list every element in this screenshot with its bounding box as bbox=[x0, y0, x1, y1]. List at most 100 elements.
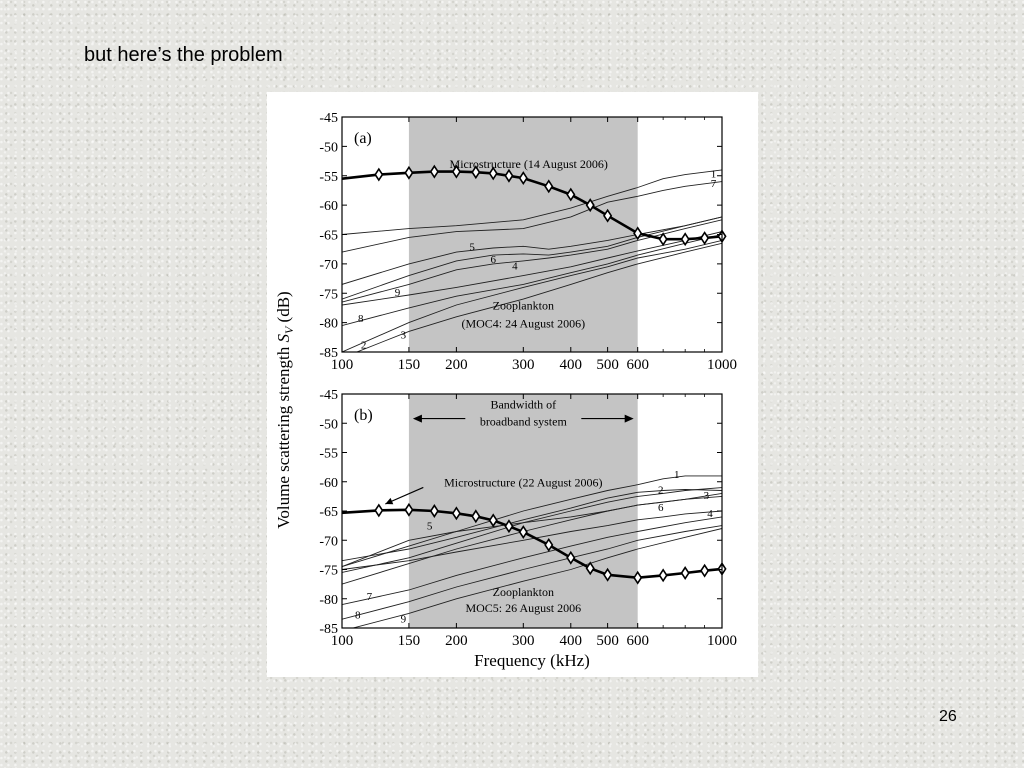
y-tick-label: -75 bbox=[319, 564, 338, 579]
zooplankton-line-6 bbox=[342, 216, 722, 300]
x-tick-label: 150 bbox=[398, 633, 421, 649]
annotation-text: (MOC4: 24 August 2006) bbox=[461, 316, 585, 330]
zooplankton-line-9 bbox=[351, 528, 722, 628]
microstructure-marker bbox=[658, 232, 668, 247]
zooplankton-line-1 bbox=[342, 475, 722, 568]
microstructure-marker bbox=[700, 231, 710, 245]
y-axis-label-subscript: V bbox=[282, 325, 296, 334]
zooplankton-line-3 bbox=[342, 487, 722, 573]
x-tick-label: 1000 bbox=[707, 633, 737, 649]
zooplankton-label-4: 4 bbox=[707, 508, 713, 520]
x-tick-label: 600 bbox=[626, 633, 649, 649]
zooplankton-label-9: 9 bbox=[401, 614, 407, 626]
shaded-bandwidth-region bbox=[408, 117, 638, 352]
y-axis-label-symbol: S bbox=[274, 334, 293, 343]
zooplankton-line-2 bbox=[342, 488, 722, 562]
slide-number: 26 bbox=[939, 708, 957, 725]
figure-panel: 1 7 5 6 4 9 8 3 2 -45 -50 -55 -60 -65 -70 -75 -80 -85 100 1… bbox=[267, 92, 758, 677]
microstructure-marker bbox=[658, 568, 668, 583]
annotation-text: Microstructure (14 August 2006) bbox=[450, 157, 608, 171]
microstructure-marker bbox=[680, 566, 690, 580]
y-tick-label: -85 bbox=[319, 346, 338, 361]
zooplankton-label-4: 4 bbox=[512, 261, 518, 273]
microstructure-marker bbox=[566, 550, 576, 565]
microstructure-marker bbox=[544, 179, 554, 194]
microstructure-marker bbox=[633, 226, 643, 241]
microstructure-marker bbox=[566, 187, 576, 202]
microstructure-marker bbox=[504, 519, 514, 534]
microstructure-marker bbox=[633, 570, 643, 585]
microstructure-marker bbox=[700, 563, 710, 578]
y-tick-label: -50 bbox=[319, 417, 338, 432]
bandwidth-arrowhead-left bbox=[412, 414, 422, 423]
x-tick-label: 200 bbox=[445, 357, 468, 373]
zooplankton-label-5: 5 bbox=[469, 241, 475, 253]
microstructure-marker bbox=[518, 525, 528, 540]
microstructure-marker bbox=[603, 208, 613, 223]
zooplankton-label-8: 8 bbox=[358, 313, 364, 325]
x-tick-label: 150 bbox=[398, 357, 421, 373]
zooplankton-label-6: 6 bbox=[658, 502, 664, 514]
panel-label: (b) bbox=[354, 407, 373, 424]
microstructure-marker bbox=[603, 567, 613, 582]
x-tick-label: 200 bbox=[445, 633, 468, 649]
y-tick-label: -60 bbox=[319, 199, 338, 214]
annotation-text: Microstructure (22 August 2006) bbox=[444, 475, 602, 489]
microstructure-marker bbox=[451, 506, 461, 521]
annotation-text: MOC5: 26 August 2006 bbox=[465, 601, 581, 615]
y-tick-label: -80 bbox=[319, 593, 338, 608]
y-tick-label: -65 bbox=[319, 229, 338, 244]
zooplankton-label-3: 3 bbox=[704, 490, 710, 502]
y-tick-label: -45 bbox=[319, 111, 338, 126]
y-axis-label-text: Volume scattering strength bbox=[274, 343, 293, 529]
y-tick-label: -75 bbox=[319, 287, 338, 302]
y-tick-label: -50 bbox=[319, 140, 338, 155]
microstructure-marker bbox=[429, 164, 439, 179]
zooplankton-line-2 bbox=[342, 239, 722, 352]
zooplankton-label-2: 2 bbox=[361, 339, 367, 351]
zooplankton-label-2: 2 bbox=[658, 484, 664, 496]
zooplankton-curves bbox=[342, 475, 722, 628]
zooplankton-line-5 bbox=[342, 216, 722, 285]
zooplankton-line-5 bbox=[342, 492, 722, 568]
bandwidth-label-line1: Bandwidth of bbox=[490, 398, 556, 412]
y-tick-label: -45 bbox=[319, 388, 338, 403]
zooplankton-label-5: 5 bbox=[427, 521, 433, 533]
x-axis-label: Frequency (kHz) bbox=[474, 651, 590, 670]
annotation-text: Zooplankton bbox=[493, 299, 554, 313]
x-tick-label: 300 bbox=[512, 633, 535, 649]
y-axis-label: Volume scattering strength SV (dB) bbox=[274, 291, 296, 528]
slide-title: but here’s the problem bbox=[84, 44, 283, 66]
microstructure-marker bbox=[471, 165, 481, 180]
microstructure-marker bbox=[488, 166, 498, 181]
annotation-arrowhead bbox=[385, 497, 394, 505]
microstructure-marker bbox=[404, 502, 414, 517]
zooplankton-line-8 bbox=[342, 234, 722, 327]
y-tick-label: -85 bbox=[319, 622, 338, 637]
zooplankton-label-6: 6 bbox=[490, 254, 496, 266]
x-tick-label: 1000 bbox=[707, 357, 737, 373]
x-tick-label: 500 bbox=[596, 633, 619, 649]
y-tick-label: -60 bbox=[319, 476, 338, 491]
microstructure-marker bbox=[374, 503, 384, 518]
microstructure-marker bbox=[488, 513, 498, 528]
x-tick-label: 100 bbox=[331, 357, 354, 373]
microstructure-marker bbox=[374, 167, 384, 182]
y-tick-label: -70 bbox=[319, 258, 338, 273]
x-tick-label: 300 bbox=[512, 357, 535, 373]
panel-label: (a) bbox=[354, 130, 372, 147]
microstructure-marker bbox=[585, 198, 595, 213]
microstructure-marker bbox=[585, 561, 595, 576]
x-tick-label: 500 bbox=[596, 357, 619, 373]
x-tick-label: 400 bbox=[560, 357, 583, 373]
zooplankton-label-8: 8 bbox=[355, 610, 361, 622]
microstructure-marker bbox=[471, 509, 481, 524]
microstructure-marker bbox=[544, 537, 554, 552]
x-tick-label: 400 bbox=[560, 633, 583, 649]
y-tick-label: -70 bbox=[319, 534, 338, 549]
x-tick-label: 600 bbox=[626, 357, 649, 373]
zooplankton-line-7 bbox=[342, 516, 722, 606]
